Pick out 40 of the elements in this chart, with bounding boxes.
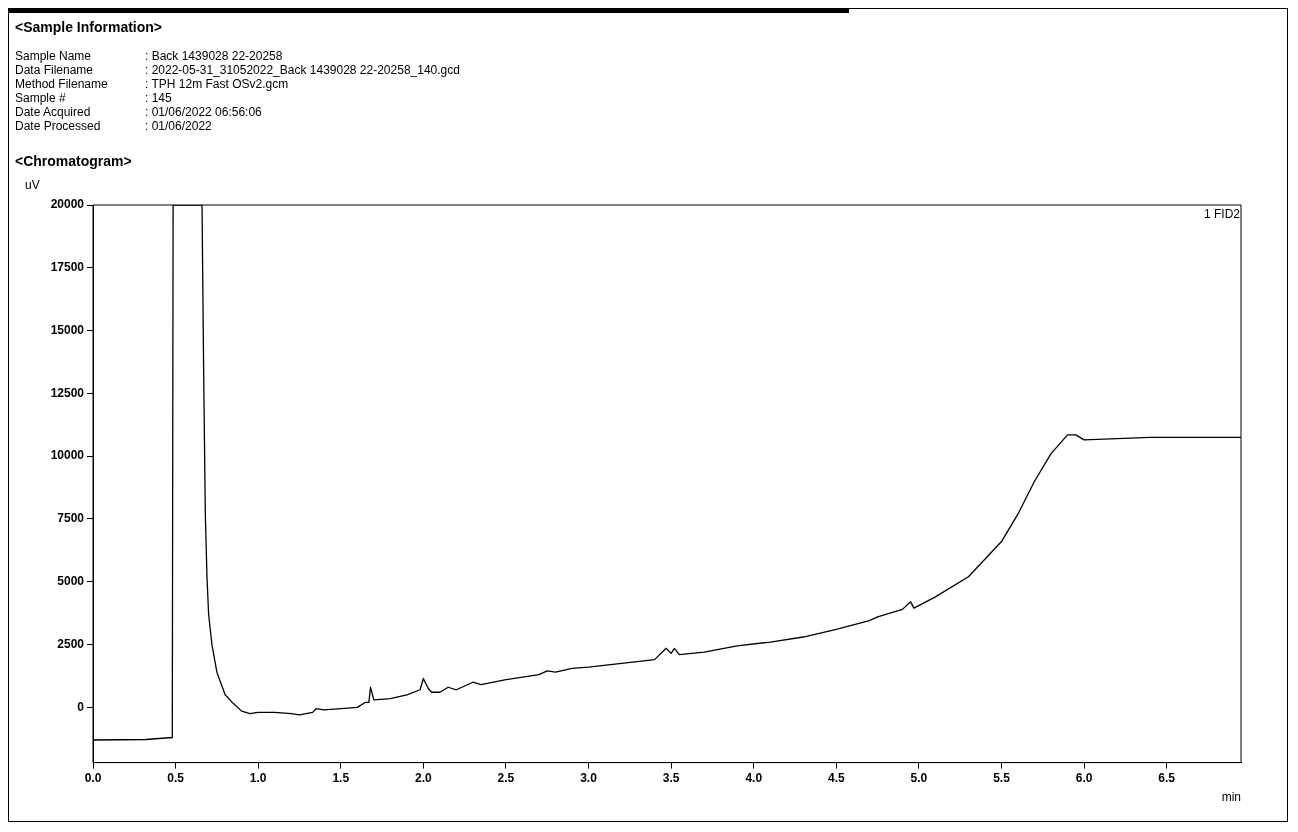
x-tick-label: 6.5 <box>1158 771 1176 786</box>
text: : 01/06/2022 <box>145 119 212 133</box>
x-tick-label: 0.0 <box>84 771 102 786</box>
x-tick-label: 6.0 <box>1075 771 1093 786</box>
text: : Back 1439028 22-20258 <box>145 49 283 63</box>
x-tick-label: 3.0 <box>580 771 598 786</box>
text: : TPH 12m Fast OSv2.gcm <box>145 77 289 91</box>
text: <Sample Information> <box>15 19 163 35</box>
text: Date Acquired <box>15 105 92 119</box>
y-tick-label: 20000 <box>50 197 85 212</box>
text: : 01/06/2022 06:56:06 <box>145 105 262 119</box>
y-tick-label: 12500 <box>50 385 85 400</box>
chart-title: <Chromatogram> <box>15 153 132 169</box>
text: Sample Name <box>15 49 93 63</box>
x-tick-label: 4.0 <box>745 771 763 786</box>
x-tick-label: 2.5 <box>497 771 515 786</box>
y-tick-label: 10000 <box>50 448 85 463</box>
annotation: 1 FID2 <box>1203 207 1241 221</box>
x-tick-label: 2.0 <box>415 771 433 786</box>
y-tick-label: 5000 <box>57 574 85 589</box>
text: Date Processed <box>15 119 102 133</box>
text: Method Filename <box>15 77 109 91</box>
y-tick-label: 0 <box>77 699 85 714</box>
x-tick-label: 5.5 <box>993 771 1011 786</box>
x-tick-label: 3.5 <box>662 771 680 786</box>
x-tick-label: 1.0 <box>249 771 267 786</box>
y-tick-label: 7500 <box>57 511 85 526</box>
x-axis-title: min <box>1221 789 1241 804</box>
y-tick-label: 2500 <box>57 636 85 651</box>
x-tick-label: 0.5 <box>167 771 185 786</box>
x-tick-label: 4.5 <box>827 771 845 786</box>
y-tick-label: 15000 <box>50 322 85 337</box>
y-tick-label: 17500 <box>50 260 85 275</box>
x-tick-label: 5.0 <box>910 771 928 786</box>
y-axis-title: uV <box>25 178 40 192</box>
text: Sample # <box>15 91 67 105</box>
x-tick-label: 1.5 <box>332 771 350 786</box>
text: Data Filename <box>15 63 95 77</box>
text: : 2022-05-31_31052022_Back 1439028 22-20258_140.gcd <box>145 63 460 77</box>
text: : 145 <box>145 91 172 105</box>
